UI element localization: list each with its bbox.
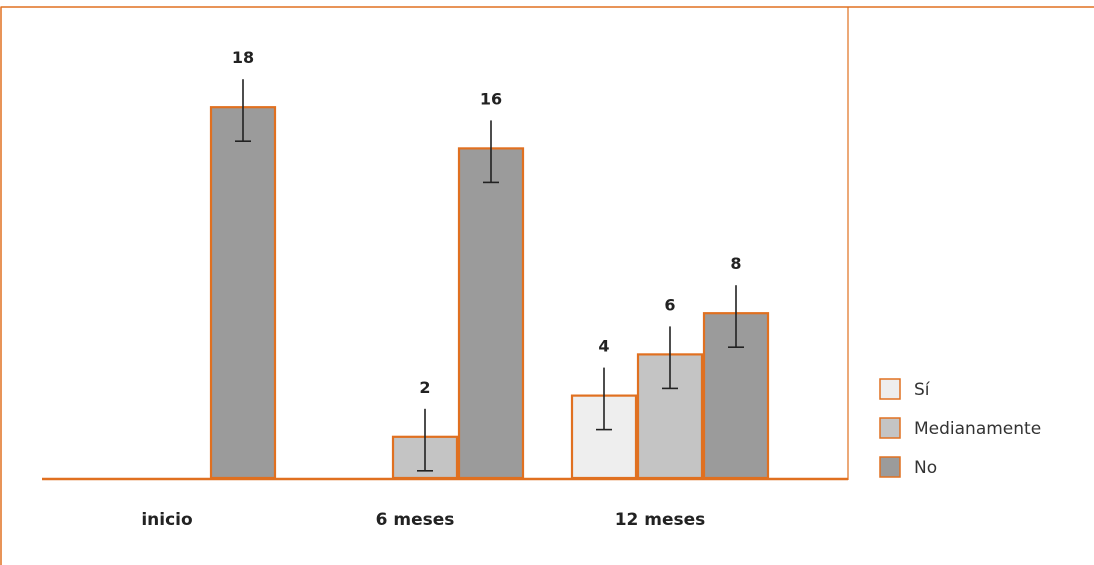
- legend-label: No: [914, 458, 937, 478]
- category-label: inicio: [141, 510, 192, 530]
- legend-swatch-medianamente: [879, 417, 901, 439]
- bar-value-label: 6: [664, 295, 675, 314]
- category-label: 12 meses: [615, 510, 706, 530]
- legend-swatch-s: [879, 378, 901, 400]
- bar-value-label: 8: [730, 254, 741, 273]
- bar-value-label: 18: [232, 48, 254, 67]
- category-label: 6 meses: [376, 510, 455, 530]
- bar-value-label: 2: [419, 378, 430, 397]
- legend-label: Sí: [914, 380, 931, 400]
- bar-inicio-no: [209, 106, 277, 480]
- bar-value-label: 4: [598, 337, 609, 356]
- legend-label: Medianamente: [914, 419, 1041, 439]
- legend-swatch-no: [879, 456, 901, 478]
- bar-6-meses-no: [457, 147, 525, 480]
- bar-value-label: 16: [480, 89, 502, 108]
